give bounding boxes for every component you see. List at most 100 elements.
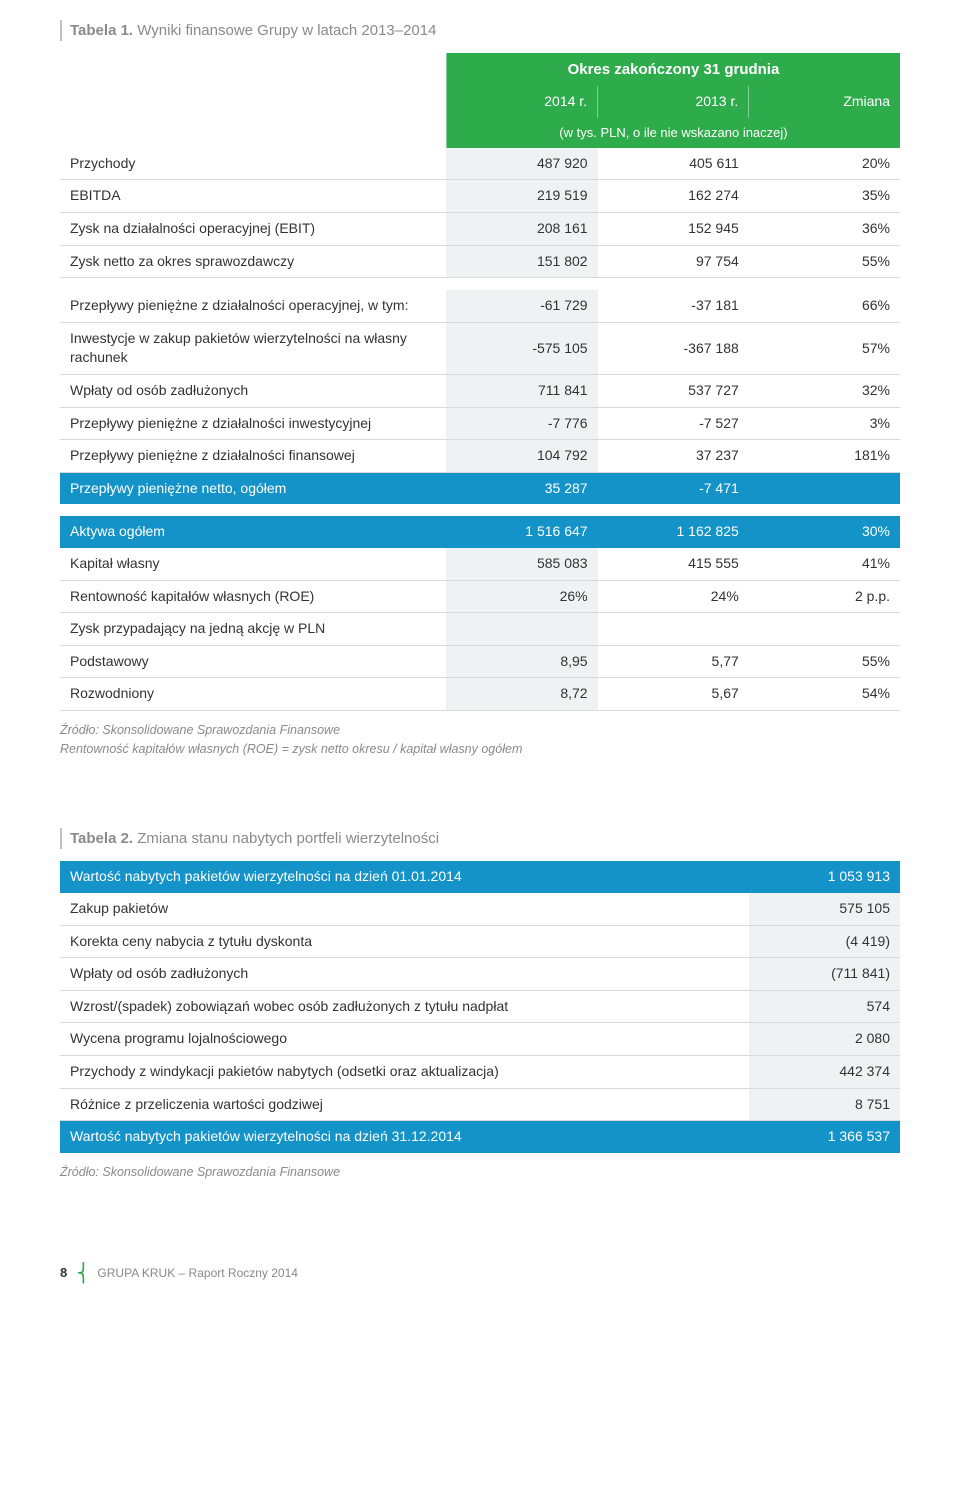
row-label: Zakup pakietów <box>60 893 749 925</box>
row-v2: 5,67 <box>598 678 749 711</box>
table-row: Przychody487 920405 61120% <box>60 148 900 180</box>
row-v1: -7 776 <box>446 407 597 440</box>
table-row: Wzrost/(spadek) zobowiązań wobec osób za… <box>60 990 900 1023</box>
t2-source: Źródło: Skonsolidowane Sprawozdania Fina… <box>60 1163 900 1182</box>
row-v2: 5,77 <box>598 645 749 678</box>
row-val: (4 419) <box>749 925 900 958</box>
row-label: Zysk netto za okres sprawozdawczy <box>60 245 446 278</box>
table-row: Wpłaty od osób zadłużonych(711 841) <box>60 958 900 991</box>
t2-source-line: Źródło: Skonsolidowane Sprawozdania Fina… <box>60 1163 900 1182</box>
row-label: Zysk na działalności operacyjnej (EBIT) <box>60 212 446 245</box>
table-row: Przychody z windykacji pakietów nabytych… <box>60 1055 900 1088</box>
table-row: Zakup pakietów575 105 <box>60 893 900 925</box>
row-v3: 32% <box>749 374 900 407</box>
row-v3: 41% <box>749 548 900 580</box>
table1-title: Tabela 1. Wyniki finansowe Grupy w latac… <box>60 20 900 41</box>
row-v2: 37 237 <box>598 440 749 473</box>
table-row: Zysk netto za okres sprawozdawczy151 802… <box>60 245 900 278</box>
t1-assets-v2: 1 162 825 <box>598 516 749 548</box>
table-row: Różnice z przeliczenia wartości godziwej… <box>60 1088 900 1121</box>
row-label: Przepływy pieniężne z działalności inwes… <box>60 407 446 440</box>
table-row: Wycena programu lojalnościowego2 080 <box>60 1023 900 1056</box>
table-row: Przepływy pieniężne z działalności inwes… <box>60 407 900 440</box>
row-v2: 162 274 <box>598 180 749 213</box>
row-v1: 711 841 <box>446 374 597 407</box>
table-row: Kapitał własny585 083415 55541% <box>60 548 900 580</box>
row-v2: 97 754 <box>598 245 749 278</box>
brace-icon: ⎨ <box>77 1263 91 1283</box>
table-row: Wpłaty od osób zadłużonych711 841537 727… <box>60 374 900 407</box>
row-v2: 537 727 <box>598 374 749 407</box>
t1-netcash-v1: 35 287 <box>446 472 597 504</box>
row-v3: 66% <box>749 290 900 322</box>
row-v3: 54% <box>749 678 900 711</box>
table-row: Zysk na działalności operacyjnej (EBIT)2… <box>60 212 900 245</box>
table1: Okres zakończony 31 grudnia 2014 r. 2013… <box>60 53 900 711</box>
row-v2: 24% <box>598 580 749 613</box>
row-v1: 104 792 <box>446 440 597 473</box>
row-v3: 55% <box>749 245 900 278</box>
row-label: Rentowność kapitałów własnych (ROE) <box>60 580 446 613</box>
table-row: Zysk przypadający na jedną akcję w PLN <box>60 613 900 646</box>
page-footer: 8 ⎨ GRUPA KRUK – Raport Roczny 2014 <box>60 1261 900 1286</box>
row-v1: 487 920 <box>446 148 597 180</box>
t1-assets-v3: 30% <box>749 516 900 548</box>
row-label: EBITDA <box>60 180 446 213</box>
row-val: 442 374 <box>749 1055 900 1088</box>
row-label: Inwestycje w zakup pakietów wierzytelnoś… <box>60 322 446 374</box>
row-label: Przychody z windykacji pakietów nabytych… <box>60 1055 749 1088</box>
row-v3: 2 p.p. <box>749 580 900 613</box>
row-label: Przepływy pieniężne z działalności opera… <box>60 290 446 322</box>
t1-netcash-label: Przepływy pieniężne netto, ogółem <box>60 472 446 504</box>
t1-netcash-v3 <box>749 472 900 504</box>
row-v2: 405 611 <box>598 148 749 180</box>
t2-close-label: Wartość nabytych pakietów wierzytelności… <box>60 1121 749 1153</box>
t2-close-val: 1 366 537 <box>749 1121 900 1153</box>
row-label: Wpłaty od osób zadłużonych <box>60 958 749 991</box>
row-v3 <box>749 613 900 646</box>
t1-assets-label: Aktywa ogółem <box>60 516 446 548</box>
row-v3: 36% <box>749 212 900 245</box>
t1-source: Źródło: Skonsolidowane Sprawozdania Fina… <box>60 721 900 759</box>
table1-title-num: Tabela 1. <box>70 22 133 39</box>
row-label: Przepływy pieniężne z działalności finan… <box>60 440 446 473</box>
table2-title-rest: Zmiana stanu nabytych portfeli wierzytel… <box>133 830 439 847</box>
row-v3: 55% <box>749 645 900 678</box>
table-row: Podstawowy8,955,7755% <box>60 645 900 678</box>
row-label: Korekta ceny nabycia z tytułu dyskonta <box>60 925 749 958</box>
t1-h-2014: 2014 r. <box>446 86 597 118</box>
table-row: Rozwodniony8,725,6754% <box>60 678 900 711</box>
row-v1: 26% <box>446 580 597 613</box>
t1-h-change: Zmiana <box>749 86 900 118</box>
row-v3: 20% <box>749 148 900 180</box>
t1-netcash-v2: -7 471 <box>598 472 749 504</box>
row-label: Wzrost/(spadek) zobowiązań wobec osób za… <box>60 990 749 1023</box>
t1-h-2013: 2013 r. <box>598 86 749 118</box>
row-v1: -575 105 <box>446 322 597 374</box>
footer-text: GRUPA KRUK – Raport Roczny 2014 <box>97 1266 298 1280</box>
row-v2: -367 188 <box>598 322 749 374</box>
row-v1: 151 802 <box>446 245 597 278</box>
t2-open-val: 1 053 913 <box>749 861 900 893</box>
table2: Wartość nabytych pakietów wierzytelności… <box>60 861 900 1152</box>
row-label: Różnice z przeliczenia wartości godziwej <box>60 1088 749 1121</box>
t1-row-assets: Aktywa ogółem 1 516 647 1 162 825 30% <box>60 516 900 548</box>
row-v1: 8,95 <box>446 645 597 678</box>
row-label: Zysk przypadający na jedną akcję w PLN <box>60 613 446 646</box>
row-v3: 181% <box>749 440 900 473</box>
row-val: 575 105 <box>749 893 900 925</box>
page-number: 8 <box>60 1265 67 1280</box>
row-label: Przychody <box>60 148 446 180</box>
row-v1: 208 161 <box>446 212 597 245</box>
table2-title: Tabela 2. Zmiana stanu nabytych portfeli… <box>60 828 900 849</box>
table-row: Korekta ceny nabycia z tytułu dyskonta(4… <box>60 925 900 958</box>
row-label: Kapitał własny <box>60 548 446 580</box>
table-row: EBITDA219 519162 27435% <box>60 180 900 213</box>
t1-header-super: Okres zakończony 31 grudnia <box>446 53 900 86</box>
row-v1: 8,72 <box>446 678 597 711</box>
table-row: Przepływy pieniężne z działalności finan… <box>60 440 900 473</box>
t1-source-line2: Rentowność kapitałów własnych (ROE) = zy… <box>60 740 900 759</box>
row-val: 574 <box>749 990 900 1023</box>
row-v2: 415 555 <box>598 548 749 580</box>
t1-source-line1: Źródło: Skonsolidowane Sprawozdania Fina… <box>60 721 900 740</box>
